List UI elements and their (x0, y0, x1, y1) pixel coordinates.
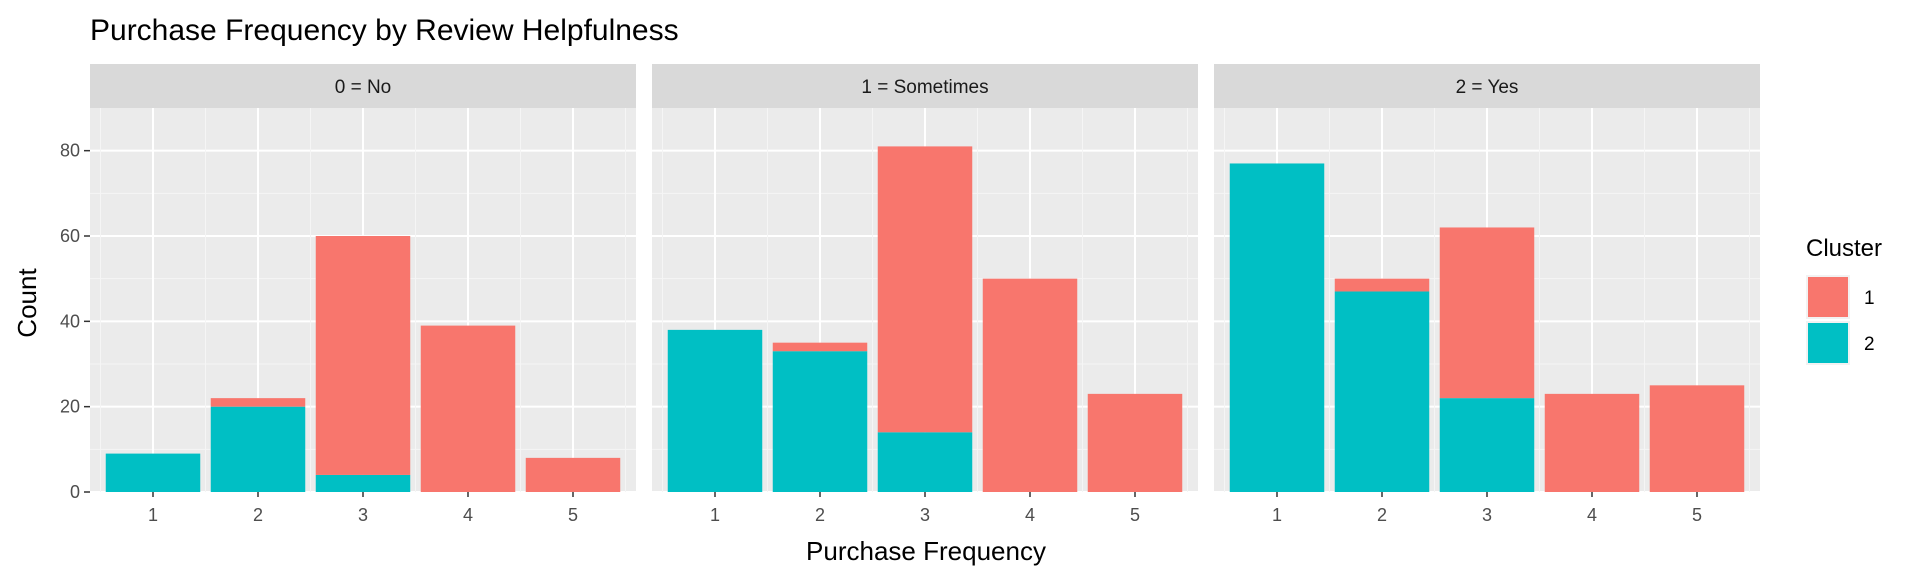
x-tick-label: 5 (568, 505, 578, 525)
facet-panels: 0 = No 1 2 3 4 5 1 = Sometimes 1 2 3 4 5 2 = Yes 1 2 3 4… (90, 64, 1760, 525)
x-tick-label: 5 (1692, 505, 1702, 525)
x-tick-label: 3 (920, 505, 930, 525)
facet-strip-label: 1 = Sometimes (861, 77, 988, 98)
facet-strip-label: 0 = No (335, 77, 392, 98)
bar-segment (1334, 291, 1430, 492)
bar-segment (667, 329, 763, 492)
legend-key-swatch (1808, 323, 1848, 363)
x-tick-label: 1 (148, 505, 158, 525)
x-tick-label: 4 (1587, 505, 1597, 525)
y-tick-label: 80 (60, 141, 80, 161)
facet-panel: 1 = Sometimes 1 2 3 4 5 (652, 64, 1198, 525)
facet-panel: 0 = No 1 2 3 4 5 (90, 64, 636, 525)
bar-segment (1439, 398, 1535, 492)
x-tick-label: 5 (1130, 505, 1140, 525)
x-tick-label: 4 (1025, 505, 1035, 525)
bar-segment (1087, 393, 1183, 492)
bar-segment (772, 342, 868, 352)
bar-segment (1439, 227, 1535, 399)
facet-strip (652, 64, 1198, 108)
y-tick-label: 20 (60, 397, 80, 417)
bar-segment (420, 325, 516, 492)
bar-segment (525, 457, 621, 492)
facet-strip (1214, 64, 1760, 108)
bar-segment (1649, 385, 1745, 492)
chart-title: Purchase Frequency by Review Helpfulness (90, 14, 679, 47)
bar-segment (1229, 163, 1325, 492)
y-tick-label: 0 (70, 482, 80, 502)
legend-label: 1 (1864, 288, 1875, 309)
legend-title: Cluster (1806, 235, 1882, 262)
bar-segment (210, 406, 306, 492)
bar-segment (315, 236, 411, 475)
bar-segment (877, 432, 973, 492)
bar-segment (315, 474, 411, 492)
y-tick-label: 60 (60, 226, 80, 246)
bar-segment (982, 278, 1078, 492)
x-tick-label: 1 (1272, 505, 1282, 525)
y-axis: 0 20 40 60 80 (60, 141, 90, 502)
legend-key-swatch (1808, 277, 1848, 317)
facet-panel: 2 = Yes 1 2 3 4 5 (1214, 64, 1760, 525)
x-tick-label: 1 (710, 505, 720, 525)
x-tick-label: 2 (1377, 505, 1387, 525)
x-axis-title: Purchase Frequency (806, 536, 1046, 566)
y-axis-title: Count (12, 268, 42, 338)
x-tick-label: 2 (253, 505, 263, 525)
x-tick-label: 4 (463, 505, 473, 525)
facet-strip (90, 64, 636, 108)
y-tick-label: 40 (60, 311, 80, 331)
x-tick-label: 3 (1482, 505, 1492, 525)
bar-segment (1334, 278, 1430, 292)
bar-segment (105, 453, 201, 492)
bar-segment (877, 146, 973, 433)
legend: Cluster 1 2 (1806, 235, 1882, 365)
facet-strip-label: 2 = Yes (1456, 77, 1519, 98)
bar-segment (772, 351, 868, 492)
legend-label: 2 (1864, 334, 1875, 355)
bar-segment (210, 398, 306, 407)
x-tick-label: 2 (815, 505, 825, 525)
x-tick-label: 3 (358, 505, 368, 525)
bar-segment (1544, 393, 1640, 492)
